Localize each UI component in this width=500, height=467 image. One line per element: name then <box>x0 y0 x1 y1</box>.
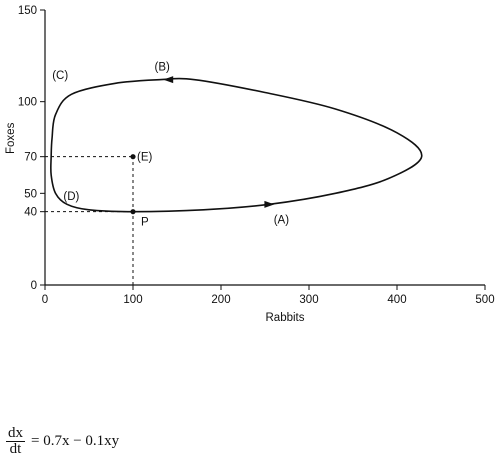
y-tick-label: 40 <box>24 207 37 219</box>
point-marker <box>130 154 136 160</box>
point-label-p: P <box>141 217 149 229</box>
point-marker <box>130 209 136 215</box>
equation-numerator: dx <box>6 425 25 442</box>
annotation-b: (B) <box>155 62 171 74</box>
arrow-right-icon <box>264 200 275 208</box>
y-tick-label: 70 <box>24 152 37 164</box>
x-tick-label: 400 <box>387 294 406 306</box>
annotation-c: (C) <box>52 70 68 82</box>
y-tick-label: 0 <box>31 280 37 292</box>
y-tick-label: 50 <box>24 188 37 200</box>
orbit-curve <box>49 77 423 213</box>
y-tick-label: 150 <box>18 5 37 17</box>
x-tick-label: 300 <box>299 294 318 306</box>
equation: dx dt = 0.7x − 0.1xy <box>6 426 119 457</box>
derivative-fraction: dx dt <box>6 426 25 457</box>
annotation-a: (A) <box>274 214 290 226</box>
annotation-d: (D) <box>63 191 79 203</box>
equation-denominator: dt <box>9 441 22 457</box>
x-tick-label: 100 <box>123 294 142 306</box>
x-tick-label: 0 <box>42 294 48 306</box>
y-axis-label: Foxes <box>5 122 17 154</box>
equation-rhs: = 0.7x − 0.1xy <box>31 433 120 449</box>
y-tick-label: 100 <box>18 97 37 109</box>
point-label-e: (E) <box>137 152 153 164</box>
x-axis-label: Rabbits <box>266 312 305 324</box>
x-tick-label: 200 <box>211 294 230 306</box>
arrow-left-icon <box>163 76 174 84</box>
x-tick-label: 500 <box>475 294 494 306</box>
